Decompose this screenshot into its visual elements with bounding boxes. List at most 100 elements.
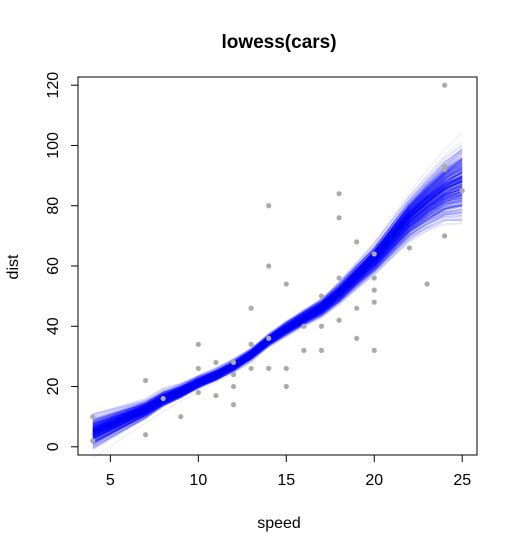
bootstrap-line (92, 204, 463, 446)
bootstrap-line (92, 176, 463, 422)
bootstrap-line (92, 187, 463, 436)
bootstrap-line (92, 183, 463, 442)
plot-frame (77, 76, 478, 456)
bootstrap-line (92, 190, 463, 427)
bootstrap-line (92, 169, 463, 426)
bootstrap-line (92, 177, 463, 429)
data-point (354, 305, 360, 311)
bootstrap-line (92, 161, 463, 419)
data-point (248, 341, 254, 347)
data-point (336, 317, 342, 323)
data-point (266, 203, 272, 209)
bootstrap-line (92, 215, 463, 444)
bootstrap-line (92, 197, 463, 439)
bootstrap-line (92, 159, 463, 446)
bootstrap-line (92, 176, 463, 428)
bootstrap-line (92, 156, 463, 428)
bootstrap-line (92, 199, 463, 423)
bootstrap-line (92, 194, 463, 443)
data-point (301, 323, 307, 329)
bootstrap-line (92, 175, 463, 433)
data-point (248, 365, 254, 372)
y-tick-label: 120 (45, 72, 62, 99)
bootstrap-line (92, 222, 463, 439)
bootstrap-line (92, 149, 463, 438)
bootstrap-line (92, 223, 463, 433)
data-point (318, 293, 325, 299)
bootstrap-line (92, 202, 463, 439)
bootstrap-line (92, 184, 463, 443)
bootstrap-line (92, 178, 463, 449)
bootstrap-line (92, 166, 463, 426)
bootstrap-line (92, 171, 463, 435)
bootstrap-line (92, 218, 463, 439)
data-point (283, 281, 289, 287)
bootstrap-line (92, 197, 463, 447)
bootstrap-line (92, 204, 463, 444)
bootstrap-line (92, 184, 463, 435)
x-tick-label: 25 (453, 472, 471, 489)
bootstrap-line (92, 186, 463, 430)
bootstrap-line (92, 165, 463, 417)
bootstrap-line (92, 175, 463, 414)
bootstrap-line (92, 155, 463, 429)
bootstrap-line (92, 190, 463, 447)
bootstrap-line (92, 171, 463, 450)
bootstrap-line (92, 194, 463, 435)
data-point (336, 191, 342, 197)
bootstrap-line (92, 188, 463, 428)
y-tick-label: 0 (45, 442, 62, 451)
bootstrap-line (92, 177, 463, 429)
bootstrap-line (92, 194, 463, 437)
bootstrap-line (92, 175, 463, 421)
bootstrap-line (92, 181, 463, 428)
data-point (371, 275, 377, 281)
bootstrap-line (92, 148, 463, 430)
bootstrap-line (92, 199, 463, 438)
bootstrap-line (92, 166, 463, 428)
bootstrap-line (92, 211, 463, 440)
bootstrap-line (92, 196, 463, 424)
bootstrap-line (92, 203, 463, 430)
x-tick-label: 5 (106, 472, 115, 489)
bootstrap-line (92, 204, 463, 437)
bootstrap-line (92, 179, 463, 426)
data-point (283, 365, 289, 372)
bootstrap-line (92, 152, 463, 433)
lowess-fit (92, 180, 463, 433)
bootstrap-line (92, 162, 463, 426)
data-point (160, 395, 166, 402)
bootstrap-line (92, 193, 463, 422)
bootstrap-line (92, 218, 463, 430)
bootstrap-line (92, 188, 463, 436)
bootstrap-line (92, 161, 463, 444)
data-point (442, 82, 448, 88)
bootstrap-line (92, 177, 463, 425)
bootstrap-line (92, 159, 463, 425)
bootstrap-line (92, 210, 463, 442)
bootstrap-line (92, 198, 463, 439)
bootstrap-line (92, 152, 463, 441)
bootstrap-line (92, 160, 463, 439)
bootstrap-line (92, 161, 463, 425)
bootstrap-line (92, 212, 463, 450)
y-tick-label: 20 (45, 378, 62, 396)
data-point (371, 251, 377, 257)
bootstrap-line (92, 168, 463, 427)
data-point (195, 389, 201, 396)
bootstrap-line (92, 171, 463, 425)
bootstrap-line (92, 167, 463, 420)
bootstrap-line (92, 159, 463, 428)
bootstrap-line (92, 211, 463, 440)
y-tick-label: 40 (45, 317, 62, 335)
bootstrap-line (92, 160, 463, 432)
bootstrap-line (92, 190, 463, 437)
bootstrap-line (92, 158, 463, 415)
bootstrap-line (92, 178, 463, 434)
bootstrap-line (92, 182, 463, 440)
bootstrap-line (92, 156, 463, 429)
bootstrap-line (92, 170, 463, 437)
bootstrap-line (92, 168, 463, 421)
bootstrap-line (92, 188, 463, 437)
data-point (283, 383, 289, 390)
